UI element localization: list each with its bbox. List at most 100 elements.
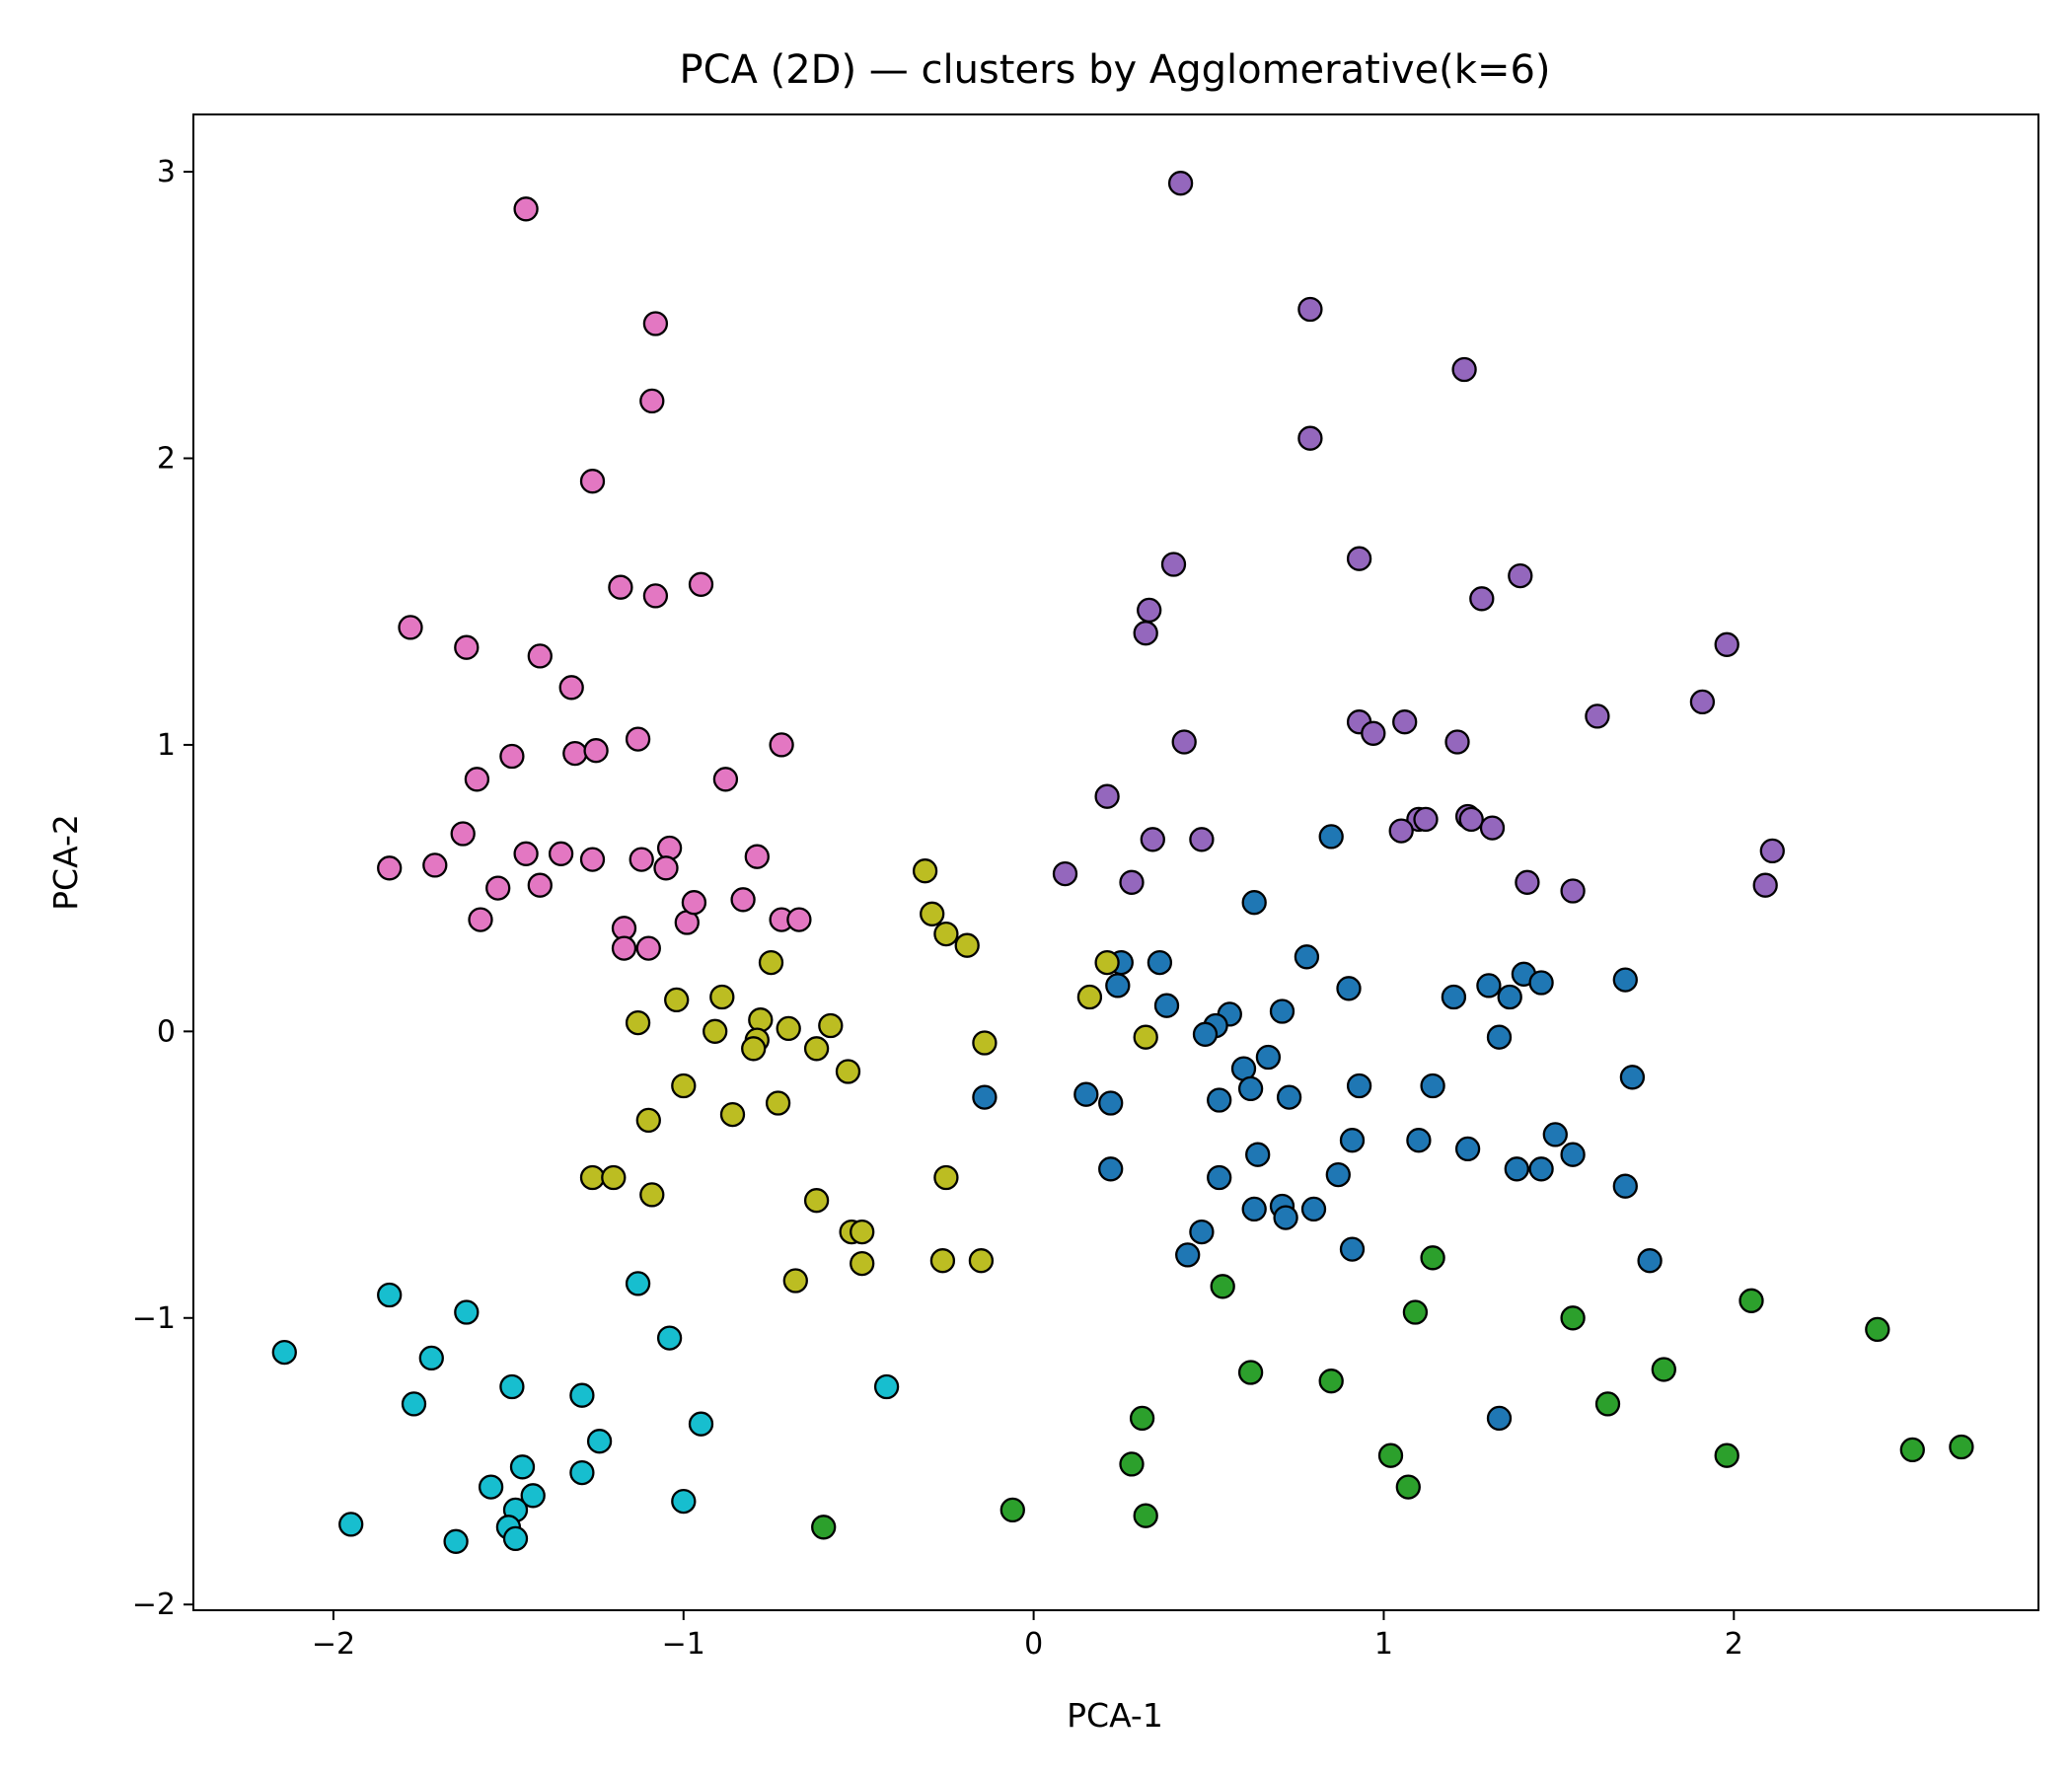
data-point <box>1406 1128 1432 1153</box>
x-tick-label: 2 <box>1725 1627 1743 1662</box>
data-point <box>1273 1205 1298 1230</box>
data-point <box>1052 860 1078 887</box>
x-tick-label: 1 <box>1374 1627 1393 1662</box>
data-point <box>443 1528 469 1554</box>
y-axis-ticks: −2 −1 0 1 2 3 <box>132 155 193 1622</box>
data-point <box>954 932 980 958</box>
data-point <box>1444 729 1470 755</box>
data-point <box>418 1345 444 1371</box>
data-point <box>1865 1316 1890 1343</box>
data-point <box>1619 1065 1646 1090</box>
data-point <box>1542 1122 1568 1147</box>
data-point <box>1497 984 1522 1010</box>
data-point <box>818 1012 844 1039</box>
data-point <box>1388 818 1414 844</box>
data-point <box>656 1325 683 1351</box>
data-point <box>730 887 756 913</box>
data-point <box>712 767 739 792</box>
data-point <box>1420 1245 1445 1271</box>
data-point <box>1739 1288 1764 1313</box>
data-point <box>758 949 784 976</box>
data-point <box>569 1382 595 1408</box>
data-point <box>1336 976 1362 1001</box>
data-point <box>1269 999 1295 1024</box>
data-point <box>377 855 403 881</box>
data-point <box>642 311 669 336</box>
data-point <box>1469 586 1495 612</box>
data-point <box>1402 1299 1429 1325</box>
data-point <box>1297 296 1323 323</box>
data-point <box>1129 1405 1155 1432</box>
data-point <box>1119 1451 1145 1477</box>
data-point <box>1637 1248 1663 1274</box>
data-point <box>850 1219 875 1245</box>
data-point <box>1276 1084 1302 1110</box>
data-point <box>509 1454 536 1480</box>
y-tick-label: 3 <box>157 155 176 189</box>
data-point <box>1508 562 1533 589</box>
data-point <box>671 1488 697 1515</box>
data-point <box>912 858 938 884</box>
data-point <box>1318 824 1344 850</box>
y-tick-label: 0 <box>157 1014 176 1049</box>
data-point <box>968 1248 995 1274</box>
data-point <box>1515 869 1540 895</box>
data-point <box>464 767 490 792</box>
data-point <box>811 1515 837 1540</box>
data-point <box>765 1090 791 1116</box>
data-point <box>1346 546 1372 571</box>
data-point <box>1504 1156 1529 1182</box>
data-point <box>744 844 770 869</box>
data-point <box>656 835 683 861</box>
data-point <box>1094 949 1120 976</box>
data-point <box>454 634 480 660</box>
data-point <box>569 1459 595 1486</box>
data-point <box>1192 1021 1219 1047</box>
data-point <box>1300 1196 1327 1222</box>
data-point <box>1245 1142 1271 1167</box>
data-point <box>1451 356 1477 383</box>
data-point <box>377 1282 403 1308</box>
data-point <box>1759 838 1785 864</box>
data-point <box>681 890 707 916</box>
data-point <box>635 1107 661 1134</box>
data-point <box>1325 1161 1351 1188</box>
data-point <box>1361 720 1386 746</box>
data-point <box>1395 1474 1421 1500</box>
data-point <box>1105 973 1131 999</box>
data-point <box>1171 729 1197 755</box>
data-point <box>1420 1073 1445 1099</box>
data-point <box>1339 1128 1366 1153</box>
data-point <box>450 821 476 847</box>
x-tick-label: 0 <box>1024 1627 1043 1662</box>
data-point <box>478 1474 504 1500</box>
data-point <box>671 1073 697 1099</box>
data-point <box>520 1483 546 1509</box>
data-point <box>586 1429 613 1454</box>
data-point <box>1160 552 1187 577</box>
data-point <box>639 1182 665 1208</box>
data-point <box>625 1009 651 1036</box>
data-point <box>579 847 606 872</box>
data-point <box>642 583 669 609</box>
data-point <box>1175 1242 1201 1268</box>
x-tick-label: −1 <box>662 1627 705 1662</box>
chart-title: PCA (2D) — clusters by Agglomerative(k=6… <box>679 47 1550 93</box>
data-point <box>1458 806 1484 833</box>
data-point <box>1476 973 1502 999</box>
data-point <box>1454 1136 1481 1162</box>
data-point <box>1528 970 1554 996</box>
data-point <box>1377 1443 1404 1468</box>
data-point <box>608 574 633 600</box>
data-point <box>1241 890 1267 916</box>
data-point <box>1752 872 1778 898</box>
x-axis-ticks: −2 −1 0 1 2 <box>312 1610 1743 1662</box>
data-point <box>1297 425 1323 451</box>
data-point <box>558 675 584 701</box>
data-point <box>1318 1369 1344 1394</box>
data-point <box>499 1373 525 1400</box>
data-point <box>1094 783 1120 809</box>
plot-frame <box>192 113 2039 1611</box>
data-point <box>1528 1156 1554 1182</box>
